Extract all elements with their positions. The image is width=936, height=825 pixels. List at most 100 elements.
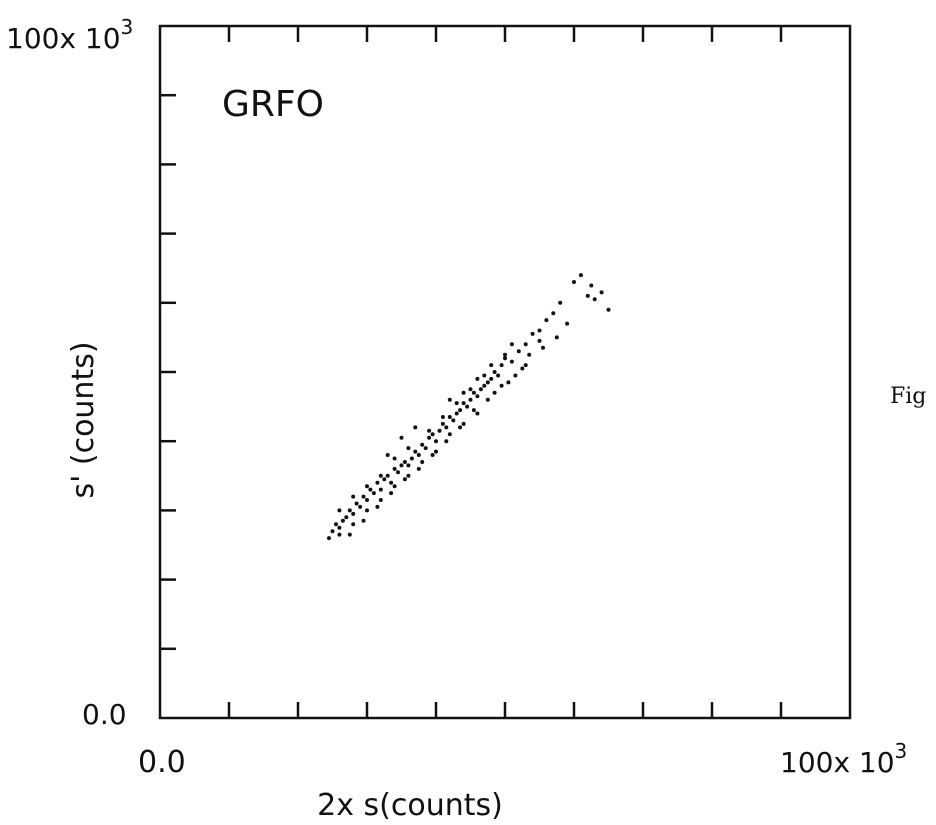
data-point xyxy=(551,311,556,316)
data-point xyxy=(444,425,449,430)
data-point xyxy=(499,363,504,368)
data-point xyxy=(371,491,376,496)
data-point xyxy=(351,511,356,516)
data-point xyxy=(427,428,432,433)
data-point xyxy=(499,383,504,388)
data-point xyxy=(554,335,559,340)
data-point xyxy=(402,460,407,464)
data-point xyxy=(392,456,397,461)
data-point xyxy=(375,480,380,485)
data-point xyxy=(378,473,383,478)
data-point xyxy=(485,380,490,385)
data-point xyxy=(461,390,466,395)
data-point xyxy=(606,307,611,312)
plot-border xyxy=(158,24,852,720)
data-point xyxy=(489,363,494,368)
data-point xyxy=(468,387,473,392)
data-point xyxy=(385,473,390,478)
x-axis-min-label: 0.0 xyxy=(138,745,186,780)
figure-caption-fragment: Fig xyxy=(890,384,927,409)
data-point xyxy=(423,446,428,451)
data-point xyxy=(437,428,442,433)
y-axis-max-label: 100x 103 xyxy=(6,15,133,55)
data-point xyxy=(389,491,394,496)
data-point xyxy=(503,352,507,357)
data-point xyxy=(516,349,521,354)
data-point xyxy=(506,380,511,385)
data-point xyxy=(378,487,383,492)
data-point xyxy=(434,449,438,454)
data-point xyxy=(440,421,445,426)
data-point xyxy=(482,373,487,378)
data-point xyxy=(396,470,400,475)
data-point xyxy=(368,487,373,492)
chart-annotation: GRFO xyxy=(222,84,324,125)
data-point xyxy=(544,318,549,323)
data-point xyxy=(471,390,476,395)
data-point xyxy=(454,401,459,406)
data-point xyxy=(475,411,480,416)
x-axis-title: 2x s(counts) xyxy=(317,788,503,823)
data-point xyxy=(420,460,425,464)
data-point xyxy=(420,442,425,447)
data-point xyxy=(399,435,404,440)
data-point xyxy=(406,463,411,468)
data-point xyxy=(447,415,452,419)
data-point xyxy=(358,504,363,509)
data-point xyxy=(354,501,359,506)
data-point xyxy=(523,363,528,368)
data-point xyxy=(478,387,483,392)
data-point xyxy=(351,494,356,499)
data-point xyxy=(427,435,432,440)
data-point xyxy=(378,498,383,502)
data-point xyxy=(413,449,418,454)
data-point xyxy=(592,297,597,302)
data-point xyxy=(440,415,445,419)
data-point xyxy=(461,421,466,426)
data-point xyxy=(520,366,525,371)
y-axis-min-label: 0.0 xyxy=(82,698,127,731)
data-point xyxy=(461,401,466,406)
data-point xyxy=(578,273,583,278)
axis-ticks xyxy=(160,26,783,718)
data-point xyxy=(458,425,463,430)
data-point xyxy=(365,508,369,513)
y-axis-title: s' (counts) xyxy=(66,341,101,498)
data-point xyxy=(392,466,397,471)
data-point xyxy=(416,466,421,471)
data-point xyxy=(475,394,480,399)
data-point xyxy=(447,432,452,437)
data-point xyxy=(475,376,480,381)
data-point xyxy=(337,525,342,530)
data-point xyxy=(471,408,476,413)
data-point xyxy=(365,484,369,489)
data-point xyxy=(599,290,604,295)
data-point xyxy=(509,359,514,364)
data-point xyxy=(485,397,490,402)
plot-frame xyxy=(158,24,852,720)
data-point xyxy=(489,376,494,381)
data-point xyxy=(330,529,335,534)
data-point xyxy=(409,456,414,461)
data-point xyxy=(444,439,449,444)
data-point xyxy=(454,411,459,416)
data-point xyxy=(361,494,366,499)
data-point xyxy=(392,484,397,489)
data-point xyxy=(334,522,338,527)
data-point xyxy=(434,439,438,444)
data-point xyxy=(430,453,435,457)
data-point xyxy=(351,522,356,527)
data-point xyxy=(558,300,563,305)
data-point xyxy=(340,518,345,523)
data-point xyxy=(503,356,507,361)
data-points xyxy=(327,273,611,541)
data-point xyxy=(523,342,528,347)
data-point xyxy=(530,331,535,336)
data-point xyxy=(509,342,514,347)
data-point xyxy=(451,418,456,423)
data-point xyxy=(513,373,518,378)
data-point xyxy=(347,508,352,513)
data-point xyxy=(447,397,452,402)
data-point xyxy=(482,383,487,388)
